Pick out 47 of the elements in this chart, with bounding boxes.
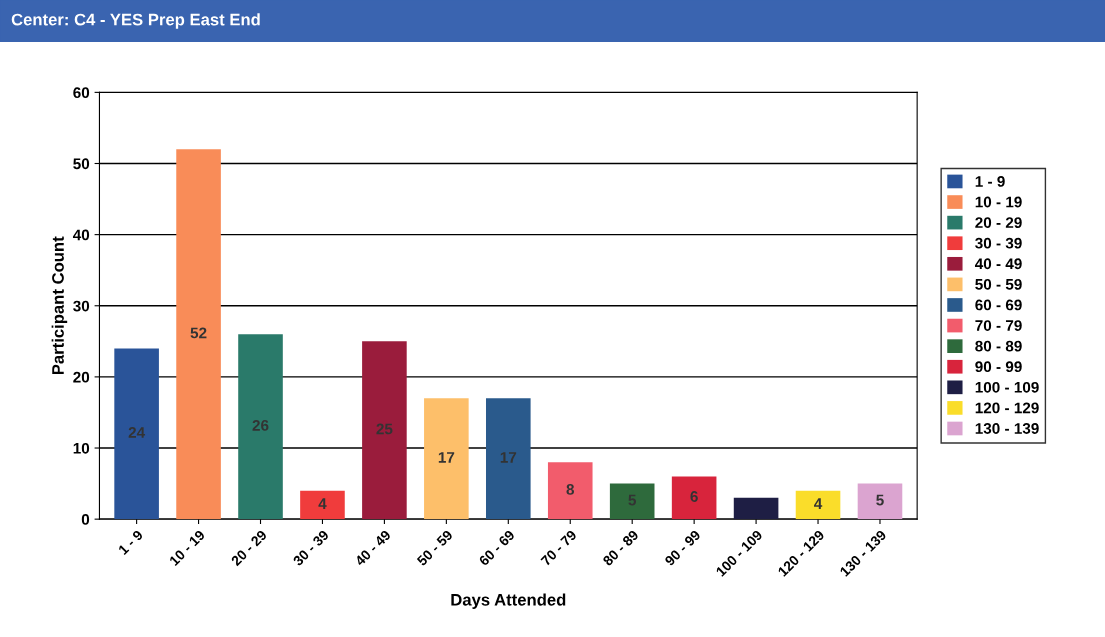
- y-tick-label: 40: [72, 229, 90, 241]
- data-label: 52: [190, 327, 207, 339]
- legend-label: 60 - 69: [975, 299, 1022, 311]
- x-tick-label: 1 - 9: [117, 529, 144, 556]
- legend-label: 1 - 9: [975, 176, 1005, 187]
- data-label: 24: [128, 427, 146, 438]
- data-label: 17: [500, 452, 517, 463]
- y-tick-label: 10: [73, 442, 90, 454]
- legend-label: 100 - 109: [975, 381, 1039, 393]
- x-axis-title: Days Attended: [451, 593, 566, 609]
- data-label: 17: [438, 452, 455, 463]
- y-tick-label: 0: [81, 514, 90, 525]
- x-tick-label: 60 - 69: [478, 529, 516, 567]
- legend-label: 20 - 29: [975, 217, 1022, 229]
- data-label: 5: [876, 494, 884, 506]
- y-axis-title: Participant Count: [51, 236, 68, 375]
- x-tick-label: 120 - 129: [777, 529, 825, 577]
- legend-label: 70 - 79: [975, 320, 1022, 331]
- legend-label: 10 - 19: [975, 196, 1022, 208]
- x-tick-label: 30 - 39: [292, 529, 330, 567]
- legend-label: 120 - 129: [975, 402, 1039, 414]
- legend-label: 90 - 99: [975, 361, 1022, 373]
- legend-label: 130 - 139: [975, 423, 1039, 434]
- data-label: 25: [376, 423, 393, 435]
- x-tick-label: 50 - 59: [416, 529, 454, 567]
- y-tick-label: 30: [73, 300, 90, 312]
- data-label: 26: [252, 419, 269, 431]
- x-tick-label: 100 - 109: [715, 529, 763, 577]
- x-tick-label: 10 - 19: [168, 529, 206, 567]
- x-tick-label: 20 - 29: [230, 529, 268, 567]
- data-label: 8: [566, 483, 575, 495]
- x-tick-label: 70 - 79: [540, 529, 578, 567]
- data-label: 4: [318, 498, 327, 509]
- x-tick-label: 40 - 49: [354, 529, 392, 567]
- x-tick-label: 80 - 89: [602, 529, 640, 567]
- legend-label: 40 - 49: [974, 258, 1022, 270]
- y-tick-label: 60: [73, 87, 90, 99]
- x-tick-label: 90 - 99: [664, 529, 701, 567]
- data-label: 6: [690, 491, 698, 502]
- legend-label: 30 - 39: [975, 237, 1022, 249]
- legend-label: 50 - 59: [975, 278, 1022, 290]
- chart-title: Center: C4 - YES Prep East End: [11, 13, 260, 29]
- data-label: 4: [814, 498, 823, 509]
- x-tick-label: 130 - 139: [839, 529, 887, 577]
- y-tick-label: 20: [73, 371, 90, 383]
- legend-label: 80 - 89: [975, 340, 1022, 352]
- y-tick-label: 50: [73, 158, 90, 170]
